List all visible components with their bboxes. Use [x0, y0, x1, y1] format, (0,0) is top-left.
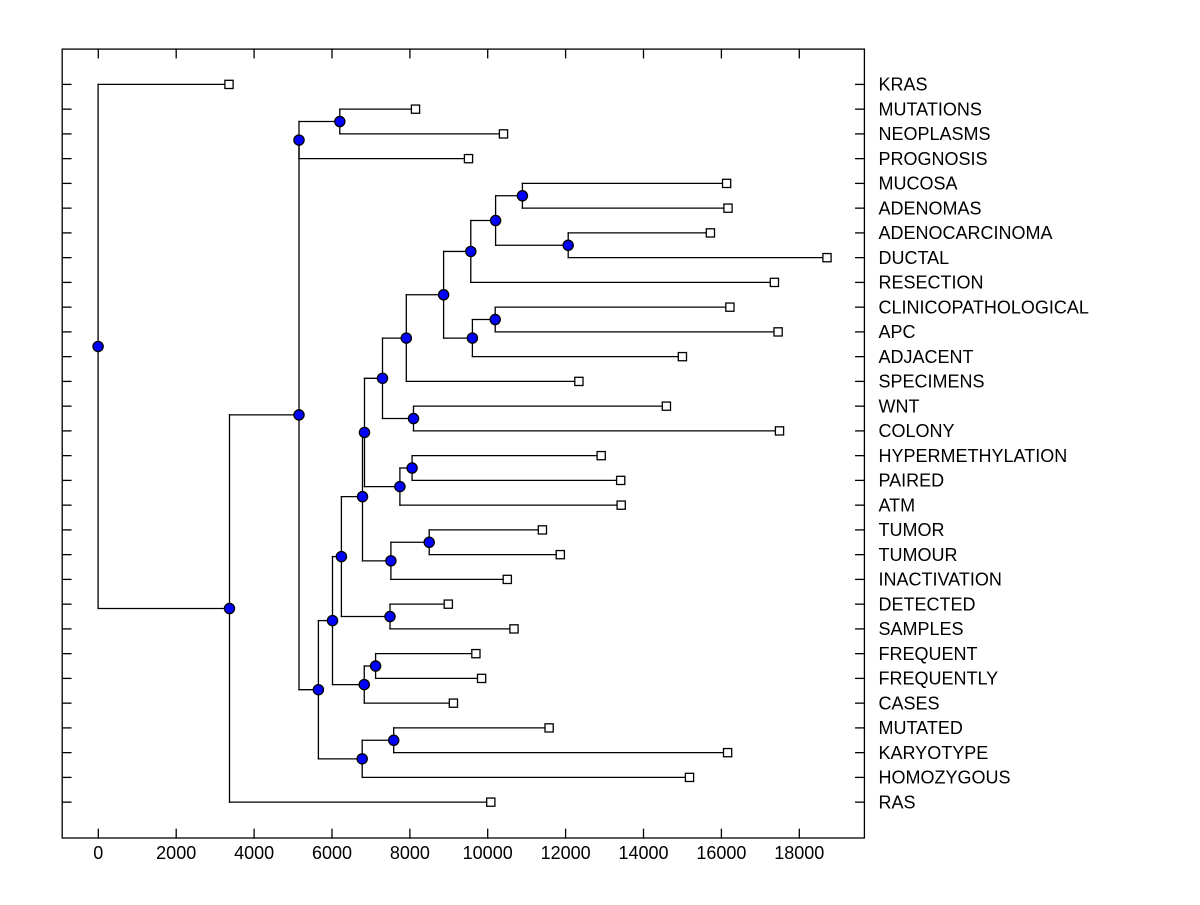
svg-text:RAS: RAS	[879, 792, 916, 812]
svg-text:18000: 18000	[774, 843, 824, 863]
svg-text:PAIRED: PAIRED	[879, 471, 945, 491]
svg-text:MUTATED: MUTATED	[879, 718, 963, 738]
svg-text:0: 0	[93, 843, 103, 863]
svg-text:2000: 2000	[156, 843, 196, 863]
svg-text:RESECTION: RESECTION	[879, 273, 984, 293]
svg-text:CLINICOPATHOLOGICAL: CLINICOPATHOLOGICAL	[879, 297, 1089, 317]
svg-text:TUMOUR: TUMOUR	[879, 545, 958, 565]
svg-text:KRAS: KRAS	[879, 75, 928, 95]
svg-text:APC: APC	[879, 322, 916, 342]
svg-text:6000: 6000	[312, 843, 352, 863]
svg-text:MUTATIONS: MUTATIONS	[879, 99, 982, 119]
svg-text:ATM: ATM	[879, 495, 916, 515]
svg-text:12000: 12000	[541, 843, 591, 863]
svg-text:HYPERMETHYLATION: HYPERMETHYLATION	[879, 446, 1068, 466]
svg-text:KARYOTYPE: KARYOTYPE	[879, 743, 989, 763]
svg-text:14000: 14000	[618, 843, 668, 863]
svg-text:SAMPLES: SAMPLES	[879, 619, 964, 639]
svg-text:16000: 16000	[696, 843, 746, 863]
svg-text:HOMOZYGOUS: HOMOZYGOUS	[879, 768, 1011, 788]
svg-text:DETECTED: DETECTED	[879, 594, 976, 614]
svg-text:DUCTAL: DUCTAL	[879, 248, 950, 268]
svg-text:10000: 10000	[463, 843, 513, 863]
svg-text:ADENOMAS: ADENOMAS	[879, 198, 982, 218]
svg-text:MUCOSA: MUCOSA	[879, 174, 958, 194]
svg-text:ADENOCARCINOMA: ADENOCARCINOMA	[879, 223, 1053, 243]
svg-text:FREQUENTLY: FREQUENTLY	[879, 669, 999, 689]
svg-text:WNT: WNT	[879, 396, 920, 416]
svg-text:ADJACENT: ADJACENT	[879, 347, 974, 367]
svg-text:NEOPLASMS: NEOPLASMS	[879, 124, 991, 144]
svg-text:TUMOR: TUMOR	[879, 520, 945, 540]
svg-text:4000: 4000	[234, 843, 274, 863]
svg-text:SPECIMENS: SPECIMENS	[879, 372, 985, 392]
svg-text:PROGNOSIS: PROGNOSIS	[879, 149, 988, 169]
svg-text:COLONY: COLONY	[879, 421, 955, 441]
svg-text:CASES: CASES	[879, 693, 940, 713]
svg-text:INACTIVATION: INACTIVATION	[879, 570, 1002, 590]
svg-text:FREQUENT: FREQUENT	[879, 644, 978, 664]
svg-text:8000: 8000	[390, 843, 430, 863]
